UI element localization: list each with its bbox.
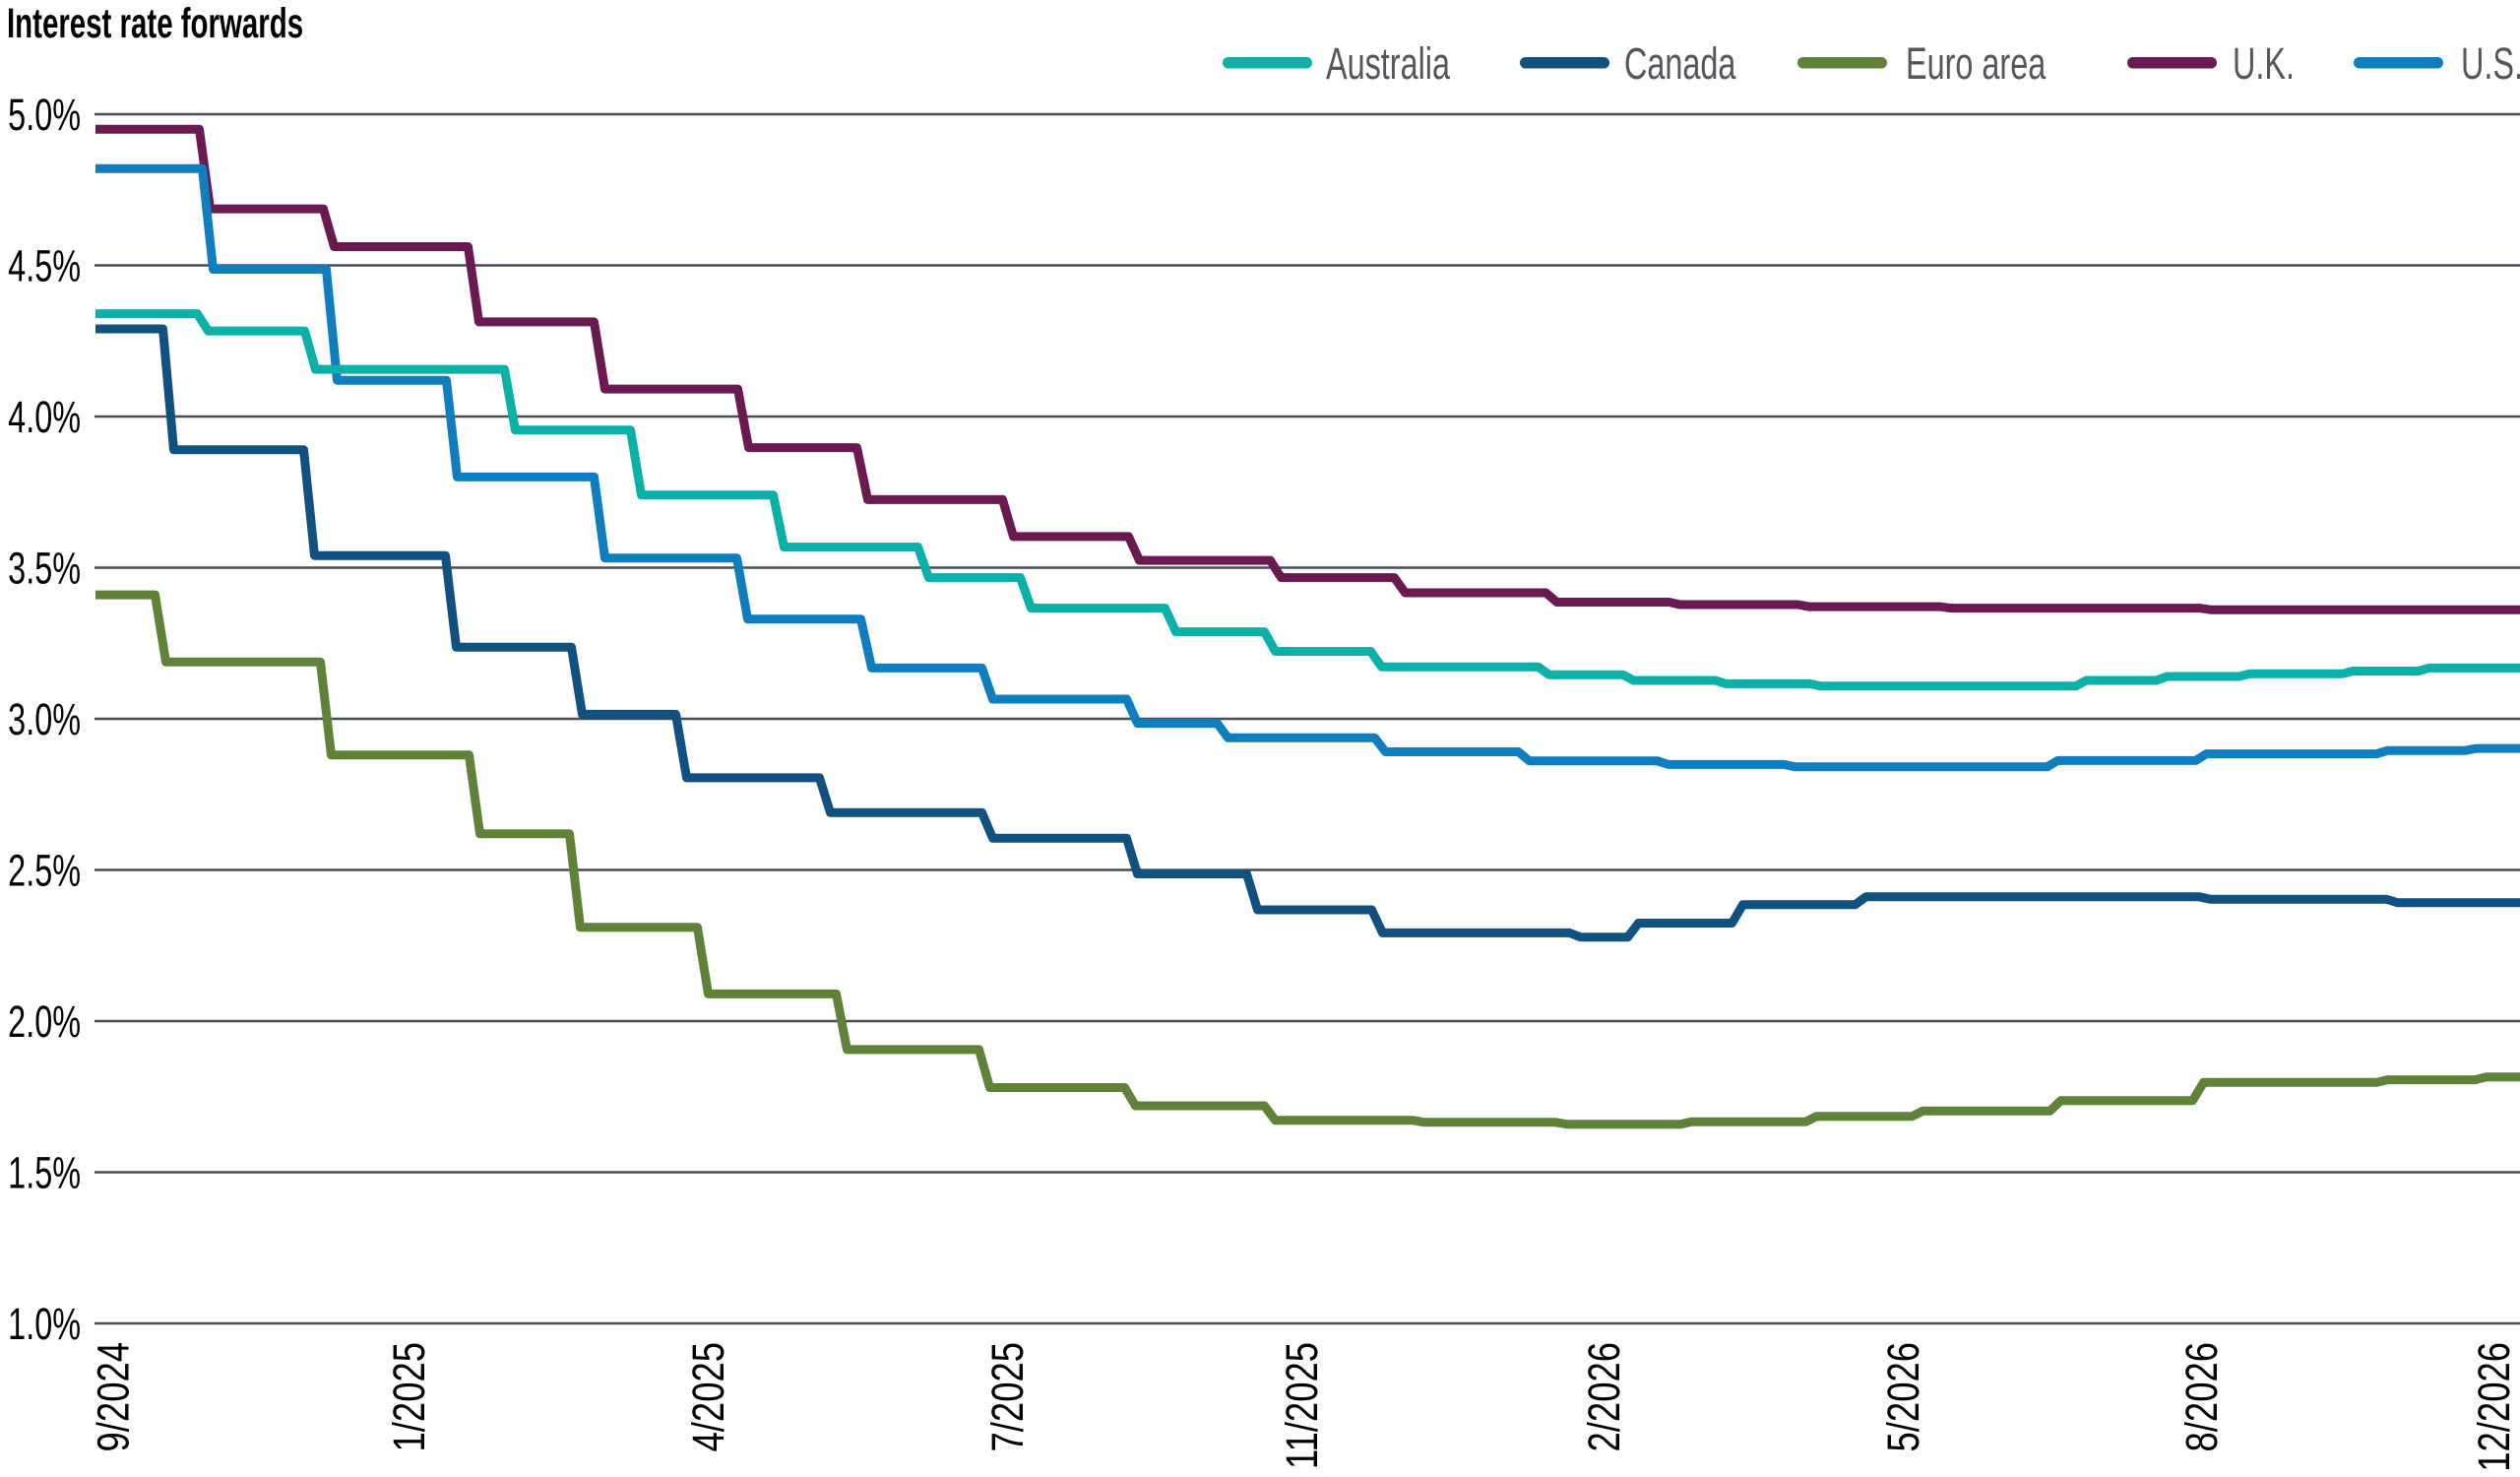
svg-text:11/2025: 11/2025 xyxy=(1277,1342,1327,1469)
svg-text:1.0%: 1.0% xyxy=(8,1301,81,1349)
svg-text:4.0%: 4.0% xyxy=(8,394,81,442)
svg-text:8/2026: 8/2026 xyxy=(2176,1342,2227,1451)
svg-text:4.5%: 4.5% xyxy=(8,243,81,291)
svg-text:5/2026: 5/2026 xyxy=(1878,1342,1928,1451)
svg-text:3.5%: 3.5% xyxy=(8,546,81,594)
svg-text:1.5%: 1.5% xyxy=(8,1150,81,1198)
svg-text:4/2025: 4/2025 xyxy=(683,1342,733,1451)
svg-text:U.S.: U.S. xyxy=(2461,40,2520,89)
svg-text:1/2025: 1/2025 xyxy=(384,1342,434,1451)
svg-text:2.0%: 2.0% xyxy=(8,998,81,1047)
svg-text:2.5%: 2.5% xyxy=(8,848,81,896)
svg-text:Euro area: Euro area xyxy=(1906,40,2046,89)
svg-text:Interest rate forwards: Interest rate forwards xyxy=(7,0,303,46)
svg-text:5.0%: 5.0% xyxy=(8,92,81,140)
svg-text:3.0%: 3.0% xyxy=(8,696,81,744)
svg-text:7/2025: 7/2025 xyxy=(982,1342,1033,1451)
svg-text:Canada: Canada xyxy=(1624,40,1736,89)
svg-text:Australia: Australia xyxy=(1326,40,1450,89)
svg-text:12/2026: 12/2026 xyxy=(2469,1342,2519,1472)
svg-text:U.K.: U.K. xyxy=(2233,40,2295,89)
svg-text:9/2024: 9/2024 xyxy=(89,1342,139,1451)
svg-text:2/2026: 2/2026 xyxy=(1579,1342,1629,1451)
